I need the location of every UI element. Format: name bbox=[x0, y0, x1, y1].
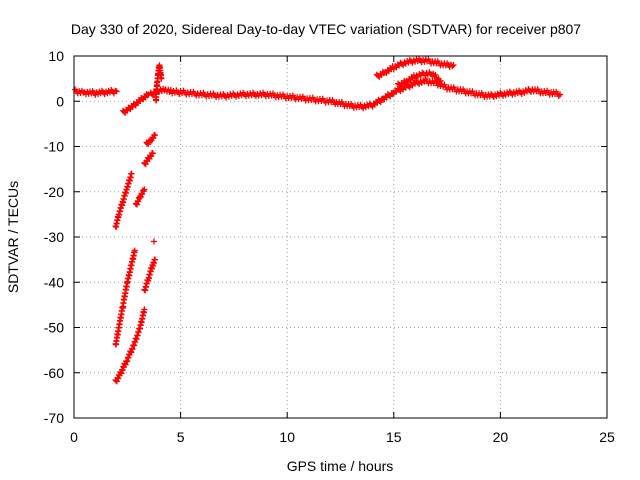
data-point-main-band-2 bbox=[389, 91, 396, 98]
data-point-main-band-2 bbox=[521, 89, 528, 96]
data-point-steep-6 bbox=[113, 378, 120, 385]
data-point-steep-6 bbox=[115, 375, 122, 382]
x-tick-label: 5 bbox=[177, 429, 185, 445]
x-tick-label: 10 bbox=[279, 429, 295, 445]
data-point-steep-2 bbox=[141, 186, 148, 193]
data-point-spike bbox=[158, 75, 165, 82]
data-point-upper-arc bbox=[449, 63, 456, 70]
data-point-steep-6 bbox=[141, 306, 148, 313]
y-tick-label: -10 bbox=[44, 139, 64, 155]
x-tick-label: 0 bbox=[70, 429, 78, 445]
data-point-main-band-2 bbox=[518, 91, 525, 97]
data-point-mid-arc bbox=[437, 77, 444, 84]
data-points bbox=[72, 55, 564, 385]
data-point-steep-4 bbox=[150, 135, 157, 142]
y-tick-label: -60 bbox=[44, 365, 64, 381]
data-point-steep-4 bbox=[152, 132, 159, 139]
y-tick-label: -50 bbox=[44, 320, 64, 336]
grid bbox=[74, 56, 607, 418]
data-point-steep-7 bbox=[152, 256, 159, 263]
y-tick-label: -30 bbox=[44, 229, 64, 245]
y-tick-label: -40 bbox=[44, 274, 64, 290]
data-point-steep-3 bbox=[148, 153, 155, 160]
y-tick-label: -70 bbox=[44, 410, 64, 426]
data-point-steep-2 bbox=[139, 187, 146, 194]
data-point-main-band bbox=[113, 88, 120, 95]
x-axis-label: GPS time / hours bbox=[287, 458, 394, 474]
data-point-main-band-2 bbox=[416, 81, 423, 88]
data-point-main-band-2 bbox=[557, 91, 564, 98]
data-point-main-band-2 bbox=[167, 86, 174, 93]
x-tick-label: 15 bbox=[386, 429, 402, 445]
y-tick-label: -20 bbox=[44, 184, 64, 200]
data-point-main-band-2 bbox=[377, 99, 384, 106]
data-point-small-rise bbox=[144, 92, 151, 99]
data-point-upper-arc bbox=[402, 60, 409, 67]
x-tick-label: 25 bbox=[599, 429, 615, 445]
y-tick-label: 10 bbox=[48, 48, 64, 64]
data-point-steep-3 bbox=[142, 161, 149, 168]
data-point-small-rise bbox=[145, 91, 152, 98]
data-point-steep-1 bbox=[128, 170, 135, 177]
data-point-upper-arc bbox=[450, 62, 457, 69]
data-point-steep-3 bbox=[149, 150, 156, 157]
y-tick-label: 0 bbox=[56, 93, 64, 109]
y-axis-label: SDTVAR / TECUs bbox=[5, 181, 21, 293]
x-tick-label: 20 bbox=[493, 429, 509, 445]
axis-ticks: 0 5 10 15 20 25 10 0 -10 -20 -30 -40 -50 -60 -70 bbox=[44, 48, 615, 445]
data-point-main-band-2 bbox=[418, 79, 425, 86]
data-point-upper-arc bbox=[409, 59, 416, 66]
data-point-steep-5 bbox=[131, 247, 138, 254]
data-point-outlier bbox=[150, 238, 157, 245]
chart-title: Day 330 of 2020, Sidereal Day-to-day VTE… bbox=[71, 21, 581, 37]
plot-frame bbox=[73, 55, 608, 419]
